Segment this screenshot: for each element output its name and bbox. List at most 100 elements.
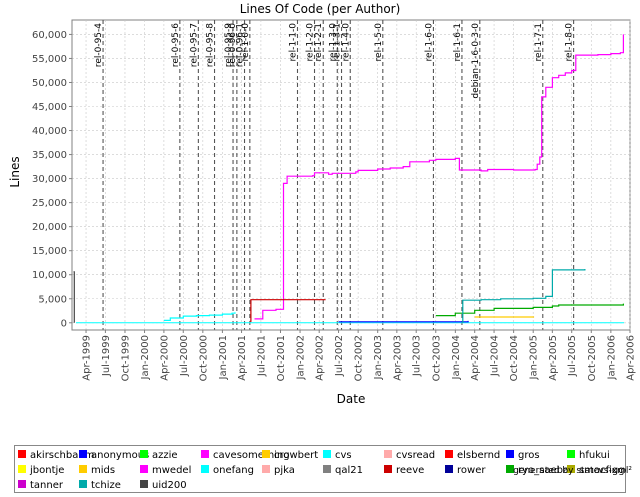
release-marker-label: rel-0-96-0 xyxy=(228,23,238,67)
series xyxy=(73,34,624,324)
x-tick-label: Oct-2001 xyxy=(276,335,287,381)
legend-label: cvs xyxy=(335,450,352,461)
legend-swatch xyxy=(567,465,575,473)
y-tick-label: 55,000 xyxy=(32,54,67,65)
x-tick-label: Jul-2004 xyxy=(490,335,501,377)
x-tick-label: Apr-2000 xyxy=(159,335,170,381)
release-marker-label: rel-1-1-0 xyxy=(288,23,298,62)
x-tick-label: Oct-2005 xyxy=(587,335,598,381)
legend-label: qal21 xyxy=(335,465,363,476)
x-tick-label: Jul-2002 xyxy=(334,335,345,377)
y-tick-label: 35,000 xyxy=(32,150,67,161)
x-tick-label: Oct-2000 xyxy=(198,335,209,381)
x-tick-label: Jan-2006 xyxy=(606,335,617,380)
x-tick-label: Jan-2000 xyxy=(140,335,151,380)
release-markers: rel-0-95-4 rel-0-95-6 rel-0-95-7 rel-0-95-8… xyxy=(94,20,575,330)
plot-background xyxy=(71,19,631,331)
release-marker-label: rel-1-7-1 xyxy=(534,23,544,61)
legend-swatch xyxy=(262,465,270,473)
x-tick-label: Apr-2003 xyxy=(392,335,403,381)
x-tick-label: Jul-2000 xyxy=(179,335,190,377)
legend-swatch xyxy=(140,450,148,458)
release-marker-label: rel-0-95-8 xyxy=(206,23,216,67)
release-marker-label: rel-1-3-1 xyxy=(333,23,343,61)
release-marker-label: rel-0-96-1 xyxy=(236,23,246,67)
legend-label: onefang xyxy=(213,465,254,476)
x-tick-label: Jan-2003 xyxy=(373,335,384,380)
series-line-gros xyxy=(338,320,469,323)
x-tick-label: Jul-2001 xyxy=(256,335,267,377)
y-axis-label: Lines xyxy=(8,156,22,187)
y-tick-label: 30,000 xyxy=(32,174,67,185)
y-tick-label: 60,000 xyxy=(32,30,67,41)
legend-swatch xyxy=(262,450,270,458)
legend-swatch xyxy=(18,465,26,473)
x-tick-label: Jul-2003 xyxy=(412,335,423,377)
release-marker-label: rel-1-6-0 xyxy=(424,23,434,62)
y-tick-label: 25,000 xyxy=(32,198,67,209)
release-marker-label: rel-0-95-9 xyxy=(224,23,234,67)
legend-label: akirschbaum xyxy=(30,450,94,461)
legend-label: hfukui xyxy=(579,450,610,461)
x-axis-label: Date xyxy=(337,392,366,406)
x-tick-label: Jul-2005 xyxy=(567,335,578,377)
legend-swatch xyxy=(384,450,392,458)
legend-swatch xyxy=(201,465,209,473)
legend-label: gros xyxy=(518,450,540,461)
y-tick-label: 0 xyxy=(61,318,67,329)
series-line-tchize xyxy=(461,269,586,323)
plot-area xyxy=(71,19,631,331)
release-marker-label: rel-1-3-0 xyxy=(328,23,338,62)
legend-swatch xyxy=(445,450,453,458)
release-marker-label: rel-1-6-1 xyxy=(453,23,463,61)
legend-label: crowbert xyxy=(274,450,318,461)
legend-swatch xyxy=(201,450,209,458)
x-tick-label: Oct-1999 xyxy=(120,335,131,381)
legend-label: cvsread xyxy=(396,450,435,461)
x-tick-label: Apr-1999 xyxy=(82,335,93,381)
x-tick-label: Oct-2003 xyxy=(431,335,442,381)
legend-swatch xyxy=(140,480,148,488)
series-line-cavesomething xyxy=(254,34,624,320)
legend-label: reeve xyxy=(396,465,424,476)
release-marker-label: rel-1-8-0 xyxy=(565,23,575,62)
legend-label: elsbernd xyxy=(457,450,500,461)
legend-label: azzie xyxy=(152,450,178,461)
x-tick-label: Jul-1999 xyxy=(101,335,112,377)
y-tick-label: 40,000 xyxy=(32,126,67,137)
legend-label: jbontje xyxy=(29,465,64,476)
legend-label: uid200 xyxy=(152,480,187,491)
legend-label: mids xyxy=(91,465,115,476)
legend-label: anonymous xyxy=(91,450,149,461)
y-tick-label: 20,000 xyxy=(32,222,67,233)
y-tick-label: 15,000 xyxy=(32,246,67,257)
legend-label: cavesomething xyxy=(213,450,290,461)
x-tick-label: Apr-2002 xyxy=(315,335,326,381)
release-marker-label: rel-0-95-7 xyxy=(189,23,199,67)
series-line-ryo-saeba xyxy=(435,303,624,317)
x-tick-label: Jan-2002 xyxy=(296,335,307,380)
x-tick-label: Apr-2006 xyxy=(626,335,637,381)
footer-note: generated by statcvs-xml² xyxy=(513,466,632,476)
legend-swatch xyxy=(79,480,87,488)
x-tick-label: Apr-2005 xyxy=(548,335,559,381)
y-tick-label: 5,000 xyxy=(38,294,67,305)
chart: Lines Of Code (per Author) Lines Date re… xyxy=(8,2,637,406)
release-marker-label: rel-0-95-4 xyxy=(94,23,104,67)
legend-label: tchize xyxy=(91,480,121,491)
x-tick-label: Apr-2004 xyxy=(470,335,481,381)
release-marker-label: rel-1-5-0 xyxy=(374,23,384,62)
legend-label: mwedel xyxy=(152,465,191,476)
legend: akirschbaum anonymous azzie cavesomething cr… xyxy=(14,445,637,493)
legend-swatch xyxy=(79,450,87,458)
legend-swatch xyxy=(140,465,148,473)
x-tick-label: Jan-2001 xyxy=(218,335,229,380)
legend-swatch xyxy=(567,450,575,458)
x-tick-label: Apr-2001 xyxy=(237,335,248,381)
x-tick-label: Oct-2004 xyxy=(509,335,520,381)
release-marker-label: rel-1-2-0 xyxy=(306,23,316,62)
chart-title: Lines Of Code (per Author) xyxy=(240,2,401,16)
legend-swatch xyxy=(323,450,331,458)
release-marker-label: rel-1-2-1 xyxy=(314,23,324,61)
series-line-reeve xyxy=(249,299,326,322)
